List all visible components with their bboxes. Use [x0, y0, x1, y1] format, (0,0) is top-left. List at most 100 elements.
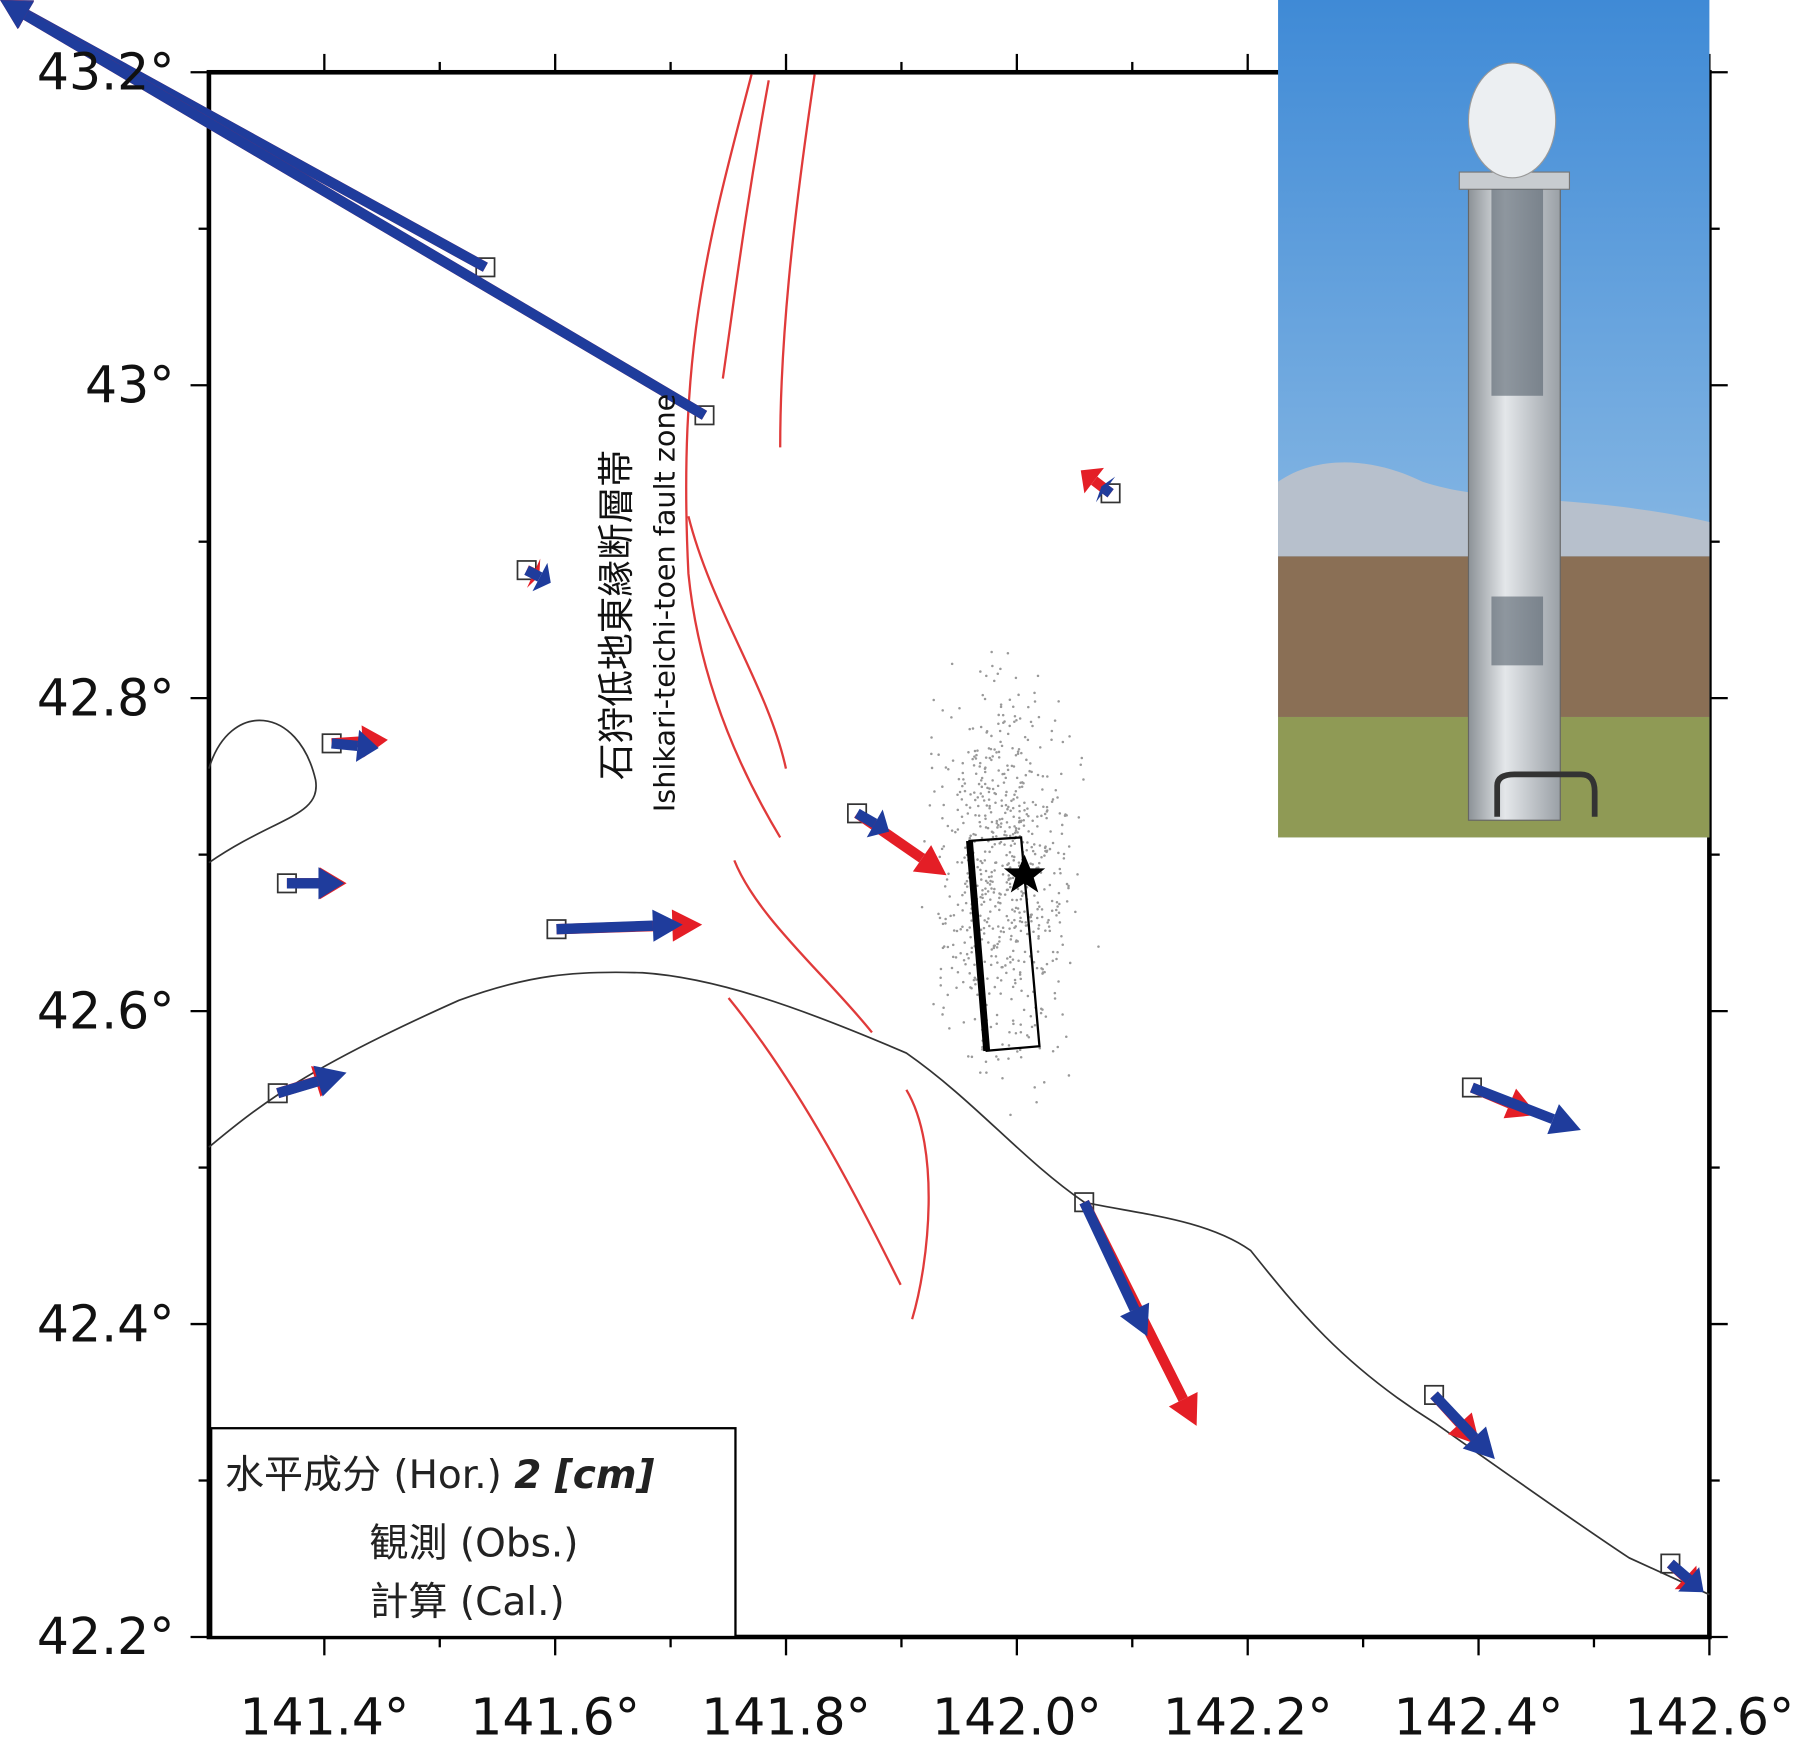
event-dot: [1009, 698, 1012, 701]
event-dot: [969, 912, 972, 915]
event-dot: [984, 818, 987, 821]
event-dot: [1015, 754, 1018, 757]
event-dot: [967, 751, 970, 754]
event-dot: [974, 814, 977, 817]
event-dot: [1061, 824, 1064, 827]
event-dot: [945, 766, 948, 769]
event-dot: [957, 903, 960, 906]
event-dot: [995, 1055, 998, 1058]
event-dot: [1046, 806, 1049, 809]
event-dot: [954, 831, 957, 834]
event-dot: [1037, 937, 1040, 940]
event-dot: [1024, 921, 1027, 924]
event-dot: [1037, 927, 1040, 930]
event-dot: [998, 940, 1001, 943]
event-dot: [941, 785, 944, 788]
event-dot: [1043, 854, 1046, 857]
event-dot: [961, 762, 964, 765]
event-dot: [969, 806, 972, 809]
event-dot: [990, 735, 993, 738]
event-dot: [961, 909, 964, 912]
event-dot: [998, 909, 1001, 912]
vector-shaft: [332, 743, 358, 746]
event-dot: [1027, 739, 1030, 742]
event-dot: [967, 812, 970, 815]
event-dot: [956, 861, 959, 864]
event-dot: [941, 1013, 944, 1016]
event-dot: [986, 804, 989, 807]
event-dot: [923, 840, 926, 843]
event-dot: [1008, 927, 1011, 930]
event-dot: [993, 869, 996, 872]
event-dot: [1008, 826, 1011, 829]
x-tick-label: 142.6°: [1625, 1687, 1795, 1746]
event-dot: [1051, 900, 1054, 903]
event-dot: [963, 856, 966, 859]
legend-observed: 観測 (Obs.): [370, 1522, 579, 1567]
event-dot: [1005, 777, 1008, 780]
event-dot: [1000, 706, 1003, 709]
event-dot: [952, 759, 955, 762]
event-dot: [1004, 893, 1007, 896]
event-dot: [981, 795, 984, 798]
event-dot: [1013, 919, 1016, 922]
event-dot: [1079, 763, 1082, 766]
event-dot: [1013, 926, 1016, 929]
event-dot: [1021, 895, 1024, 898]
event-dot: [1060, 773, 1063, 776]
event-dot: [1074, 911, 1077, 914]
event-dot: [1049, 930, 1052, 933]
event-dot: [1061, 832, 1064, 835]
event-dot: [1044, 929, 1047, 932]
event-dot: [1057, 980, 1060, 983]
event-dot: [1050, 739, 1053, 742]
event-dot: [976, 993, 979, 996]
event-dot: [975, 772, 978, 775]
event-dot: [1046, 921, 1049, 924]
event-dot: [968, 926, 971, 929]
event-dot: [983, 927, 986, 930]
event-dot: [1043, 1081, 1046, 1084]
event-dot: [1044, 813, 1047, 816]
event-dot: [1056, 1046, 1059, 1049]
event-dot: [999, 741, 1002, 744]
event-dot: [1016, 777, 1019, 780]
event-dot: [995, 835, 998, 838]
event-dot: [1002, 722, 1005, 725]
event-dot: [1060, 935, 1063, 938]
event-dot: [979, 670, 982, 673]
event-dot: [983, 799, 986, 802]
event-dot: [996, 826, 999, 829]
event-dot: [1012, 859, 1015, 862]
event-dot: [1006, 881, 1009, 884]
event-dot: [1034, 804, 1037, 807]
event-dot: [970, 951, 973, 954]
event-dot: [1004, 964, 1007, 967]
event-dot: [995, 793, 998, 796]
event-dot: [1027, 995, 1030, 998]
event-dot: [951, 663, 954, 666]
event-dot: [971, 947, 974, 950]
event-dot: [968, 728, 971, 731]
event-dot: [1001, 805, 1004, 808]
event-dot: [950, 716, 953, 719]
event-dot: [939, 976, 942, 979]
event-dot: [941, 817, 944, 820]
event-dot: [1020, 890, 1023, 893]
event-dot: [1052, 1050, 1055, 1053]
event-dot: [990, 955, 993, 958]
event-dot: [1000, 799, 1003, 802]
event-dot: [957, 828, 960, 831]
event-dot: [1024, 736, 1027, 739]
event-dot: [1005, 854, 1008, 857]
event-dot: [979, 914, 982, 917]
event-dot: [1017, 959, 1020, 962]
event-dot: [962, 778, 965, 781]
event-dot: [1013, 721, 1016, 724]
event-dot: [991, 665, 994, 668]
event-dot: [977, 796, 980, 799]
event-dot: [998, 936, 1001, 939]
event-dot: [1034, 853, 1037, 856]
event-dot: [974, 750, 977, 753]
event-dot: [979, 825, 982, 828]
